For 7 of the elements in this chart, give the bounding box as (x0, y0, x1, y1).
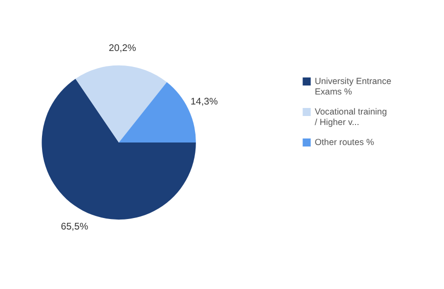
legend-label: Vocational training / Higher v... (314, 106, 387, 127)
data-label: 65,5% (60, 221, 89, 232)
pie-slice (76, 65, 167, 142)
data-label: 20,2% (108, 43, 136, 54)
data-label: 14,3% (190, 96, 218, 108)
legend-label: Other routes % (314, 136, 374, 147)
legend-label: University Entrance Exams % (314, 76, 392, 96)
